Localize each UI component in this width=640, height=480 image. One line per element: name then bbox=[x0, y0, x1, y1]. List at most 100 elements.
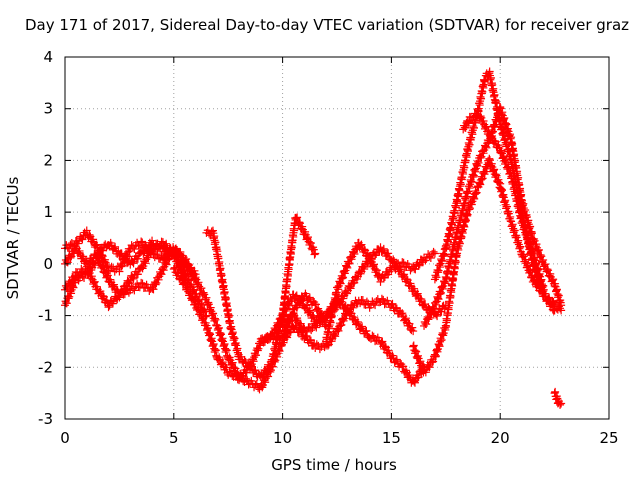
data-point bbox=[484, 138, 493, 147]
data-point bbox=[336, 278, 345, 287]
data-point bbox=[339, 273, 348, 282]
data-point bbox=[465, 204, 474, 213]
x-tick-label: 0 bbox=[60, 429, 70, 447]
data-point bbox=[237, 372, 246, 381]
data-point bbox=[195, 310, 204, 319]
data-point bbox=[311, 249, 320, 258]
data-point bbox=[130, 244, 139, 253]
data-point bbox=[427, 310, 436, 319]
data-point bbox=[338, 274, 347, 283]
data-point bbox=[78, 235, 87, 244]
data-point bbox=[362, 326, 371, 335]
data-point bbox=[417, 295, 426, 304]
data-point bbox=[210, 314, 219, 323]
x-tick-label: 10 bbox=[273, 429, 292, 447]
data-point bbox=[311, 300, 320, 309]
data-point bbox=[154, 275, 163, 284]
data-point bbox=[478, 174, 487, 183]
data-point bbox=[377, 294, 386, 303]
data-point bbox=[204, 298, 213, 307]
data-point bbox=[151, 280, 160, 289]
data-point bbox=[409, 342, 418, 351]
data-point bbox=[252, 351, 261, 360]
data-point bbox=[557, 301, 566, 310]
data-point bbox=[410, 264, 419, 273]
data-point bbox=[320, 343, 329, 352]
data-point bbox=[399, 258, 408, 267]
data-point bbox=[186, 289, 195, 298]
data-point bbox=[270, 357, 279, 366]
data-point bbox=[218, 358, 227, 367]
data-point bbox=[179, 279, 188, 288]
data-point bbox=[65, 292, 74, 301]
data-point bbox=[310, 250, 319, 259]
data-point bbox=[115, 293, 124, 302]
data-point bbox=[343, 263, 352, 272]
data-point bbox=[183, 283, 192, 292]
data-point bbox=[474, 158, 483, 167]
data-point bbox=[544, 294, 553, 303]
data-point bbox=[92, 240, 101, 249]
data-point bbox=[103, 271, 112, 280]
data-point bbox=[295, 218, 304, 227]
data-point bbox=[436, 289, 445, 298]
data-point bbox=[436, 288, 445, 297]
data-point bbox=[399, 271, 408, 280]
data-point bbox=[306, 239, 315, 248]
data-point bbox=[297, 296, 306, 305]
data-point bbox=[368, 331, 377, 340]
data-point bbox=[283, 333, 292, 342]
data-point bbox=[188, 293, 197, 302]
data-point bbox=[479, 169, 488, 178]
data-point bbox=[254, 344, 263, 353]
data-point bbox=[496, 148, 505, 157]
data-point bbox=[207, 227, 216, 236]
data-point bbox=[482, 122, 491, 131]
data-point bbox=[358, 322, 367, 331]
y-tick-label: 0 bbox=[43, 255, 53, 273]
data-point bbox=[84, 267, 93, 276]
data-point bbox=[424, 315, 433, 324]
data-point bbox=[148, 236, 157, 245]
data-point bbox=[402, 275, 411, 284]
data-point bbox=[539, 256, 548, 265]
data-point bbox=[487, 132, 496, 141]
data-point bbox=[141, 259, 150, 268]
data-point bbox=[404, 372, 413, 381]
data-point bbox=[469, 193, 478, 202]
data-point bbox=[273, 352, 282, 361]
data-point bbox=[417, 361, 426, 370]
data-point bbox=[95, 287, 104, 296]
data-point bbox=[330, 331, 339, 340]
data-point bbox=[500, 156, 509, 165]
data-point bbox=[434, 295, 443, 304]
data-point bbox=[550, 306, 559, 315]
data-point bbox=[482, 164, 491, 173]
data-point bbox=[82, 226, 91, 235]
data-point bbox=[115, 267, 124, 276]
data-point bbox=[272, 326, 281, 335]
data-point bbox=[335, 298, 344, 307]
data-point bbox=[391, 265, 400, 274]
data-point bbox=[202, 293, 211, 302]
data-point bbox=[293, 213, 302, 222]
data-point bbox=[271, 356, 280, 365]
data-point bbox=[231, 364, 240, 373]
data-point bbox=[357, 240, 366, 249]
data-point bbox=[196, 308, 205, 317]
data-point bbox=[433, 294, 442, 303]
data-point bbox=[401, 314, 410, 323]
data-point bbox=[261, 378, 270, 387]
data-point bbox=[506, 167, 515, 176]
data-point bbox=[66, 253, 75, 262]
data-points bbox=[61, 67, 566, 409]
data-point bbox=[296, 319, 305, 328]
data-point bbox=[89, 235, 98, 244]
data-point bbox=[537, 252, 546, 261]
data-point bbox=[377, 338, 386, 347]
data-point bbox=[541, 260, 550, 269]
y-tick-label: 3 bbox=[43, 100, 53, 118]
data-point bbox=[181, 271, 190, 280]
data-point bbox=[472, 189, 481, 198]
data-point bbox=[360, 245, 369, 254]
